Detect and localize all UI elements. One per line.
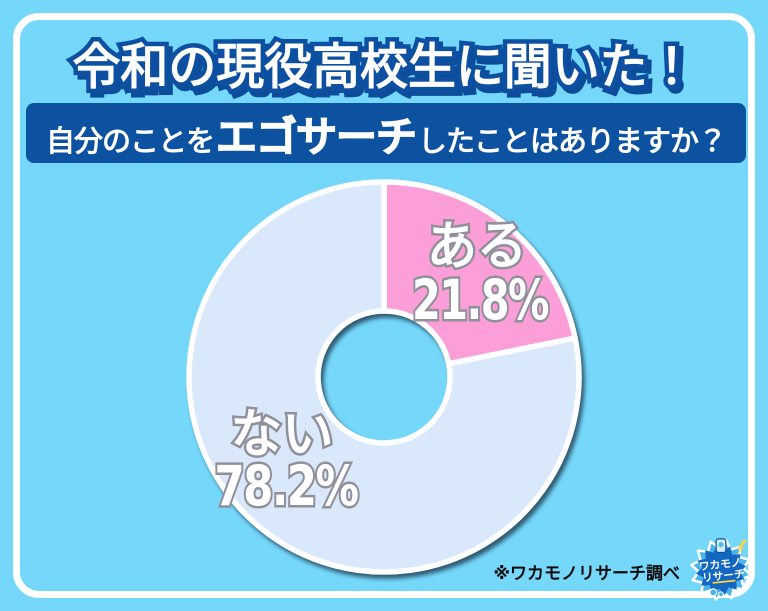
white-frame	[13, 13, 755, 598]
slice-aru	[381, 179, 578, 367]
slice-pct-aru: 21.8%	[412, 268, 549, 332]
logo-bubble-icon	[709, 588, 718, 597]
page-title-shadow: 令和の現役高校生に聞いた！	[77, 43, 700, 100]
slice-nai	[186, 179, 582, 575]
phone-icon	[715, 538, 727, 554]
slice-label-nai: ない	[231, 405, 334, 465]
credit-row: ※ワカモノリサーチ調べ ワカモノ リサーチ	[493, 535, 757, 601]
donut-slices	[186, 179, 582, 575]
lightning-icon	[735, 539, 748, 557]
slice-label-aru: ある	[427, 217, 527, 277]
logo-burst-inner-icon	[696, 544, 746, 595]
logo-underline	[712, 579, 736, 584]
logo-bubble-small-icon	[718, 591, 724, 598]
question-highlight: エゴサーチ	[215, 112, 417, 161]
question-banner: 自分のことを エゴサーチ したことはありますか？	[26, 103, 746, 163]
question-suffix: したことはありますか？	[418, 124, 727, 158]
wakamono-research-logo: ワカモノ リサーチ	[690, 538, 752, 601]
question-prefix: 自分のことを	[45, 124, 215, 158]
logo-line1: ワカモノ	[698, 556, 742, 573]
slice-pct-nai: 78.2%	[215, 454, 359, 518]
credit-note: ※ワカモノリサーチ調べ	[493, 563, 680, 584]
page-title: 令和の現役高校生に聞いた！	[73, 39, 696, 96]
